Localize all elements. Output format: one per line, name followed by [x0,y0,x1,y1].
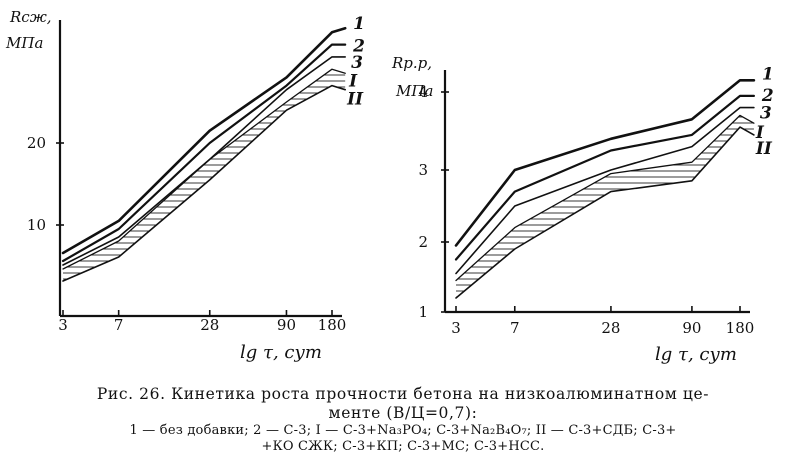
right-series-line-2 [454,94,756,261]
left-curve-label-I: I [348,71,358,91]
caption-legend2: +КО СЖК; С-3+КП; С-3+МС; С-3+НСС. [261,438,545,454]
right-curve-label-II: II [755,139,773,159]
right-y-label: Rр.р, МПа [391,54,433,100]
right-curve-label-2: 2 [761,86,774,106]
right-x-tick-label: 7 [510,319,520,337]
right-band-hatch [456,115,754,299]
right-curve-label-I: I [755,123,765,143]
left-x-ticks: 3 7 28 90 180 [58,310,346,334]
left-y-label: Rсж, МПа [5,8,52,52]
left-x-label: lg τ, сут [240,342,322,363]
right-y-ticks: 1 2 3 4 [418,83,449,321]
left-x-tick-label: 90 [277,316,296,334]
right-series-line-3 [455,106,755,275]
right-curve-label-1: 1 [762,64,774,84]
right-y-tick-label: 3 [418,161,428,179]
right-series-line-I [455,114,755,282]
right-shaded-band [456,115,754,299]
left-y-label-line1: Rсж, [9,8,52,26]
left-series-line-I [62,68,346,270]
caption-line2: менте (В/Ц=0,7): [328,403,478,422]
left-y-label-line2: МПа [5,34,43,52]
left-series-line-II [62,84,347,282]
left-y-tick-label: 20 [27,134,46,152]
right-y-tick-label: 2 [418,233,428,251]
left-axes [58,20,342,318]
right-y-tick-label: 4 [418,83,428,101]
caption-line1: Рис. 26. Кинетика роста прочности бетона… [96,385,710,403]
left-y-ticks: 10 20 [27,134,64,234]
left-series-line-2 [61,43,347,263]
right-y-label-line1: Rр.р, [391,54,432,72]
right-y-tick-label: 1 [418,303,428,321]
left-y-tick-label: 10 [27,216,46,234]
left-curve-label-3: 3 [351,53,363,73]
left-x-tick-label: 3 [58,316,68,334]
right-axes [443,70,750,314]
left-curve-label-II: II [346,90,364,110]
left-x-tick-label: 7 [114,316,124,334]
right-series-lines [454,79,756,299]
left-series-line-1 [61,26,347,255]
right-curve-label-3: 3 [760,104,772,124]
left-x-tick-label: 28 [200,316,219,334]
right-x-ticks: 3 7 28 90 180 [451,306,754,337]
right-x-tick-label: 90 [682,319,701,337]
left-curve-label-2: 2 [352,37,365,57]
caption-legend1: 1 — без добавки; 2 — С-3; I — С-3+Na₃PO₄… [129,422,677,438]
right-y-label-line2: МПа [395,82,433,100]
left-x-tick-label: 180 [318,316,347,334]
left-series-line-3 [62,56,347,266]
left-series-lines [61,26,347,282]
right-x-tick-label: 180 [726,319,755,337]
right-x-tick-label: 3 [451,319,461,337]
right-series-line-1 [454,79,756,247]
left-curve-label-1: 1 [353,14,365,34]
right-x-label: lg τ, сут [655,344,737,365]
figure-caption: Рис. 26. Кинетика роста прочности бетона… [10,385,796,455]
right-x-tick-label: 28 [601,319,620,337]
right-series-line-II [455,126,755,299]
